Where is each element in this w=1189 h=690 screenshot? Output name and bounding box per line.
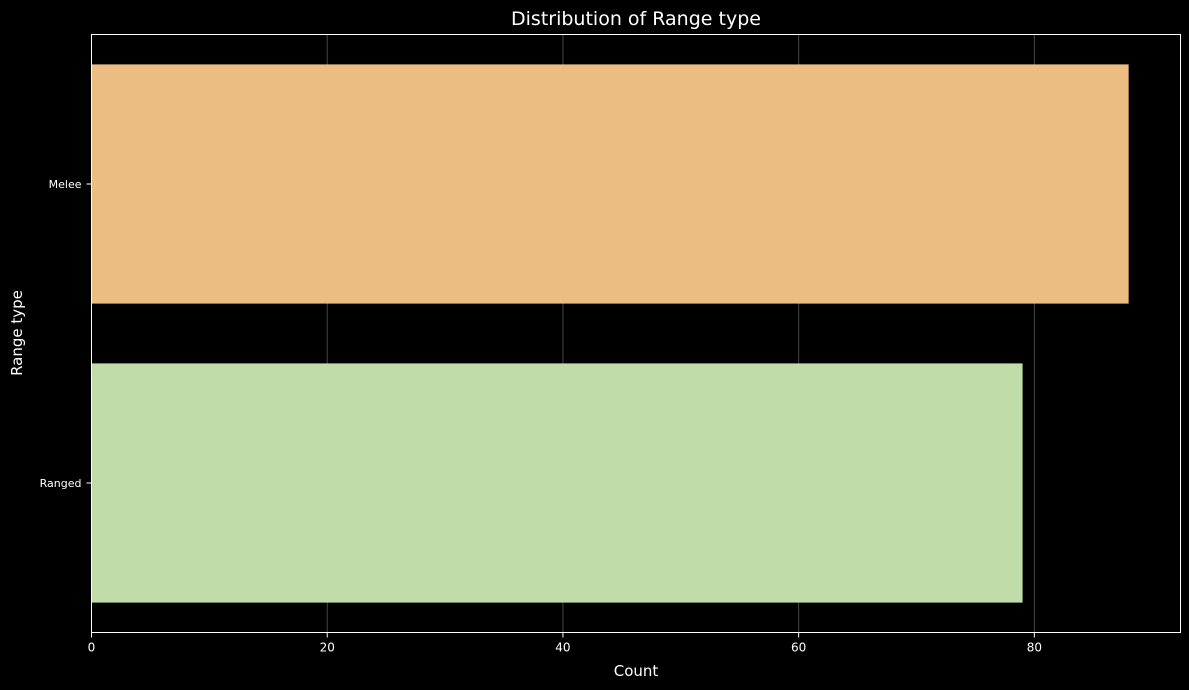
chart-title: Distribution of Range type — [511, 8, 761, 30]
bars — [91, 64, 1129, 603]
x-axis-label: Count — [614, 662, 659, 680]
x-tick-label: 60 — [791, 641, 806, 655]
y-category-label: Ranged — [40, 477, 82, 490]
x-tick-label: 40 — [555, 641, 570, 655]
x-tick-label: 0 — [88, 641, 96, 655]
x-tick-label: 80 — [1027, 641, 1042, 655]
y-axis-label: Range type — [8, 290, 26, 376]
y-axis-categories: Melee Ranged — [40, 178, 92, 490]
x-axis-ticks: 0 20 40 60 80 — [88, 632, 1042, 655]
y-category-label: Melee — [49, 178, 82, 191]
x-tick-label: 20 — [320, 641, 335, 655]
bar-ranged — [91, 363, 1023, 603]
bar-melee — [91, 64, 1129, 304]
plot-frame — [91, 34, 1181, 633]
